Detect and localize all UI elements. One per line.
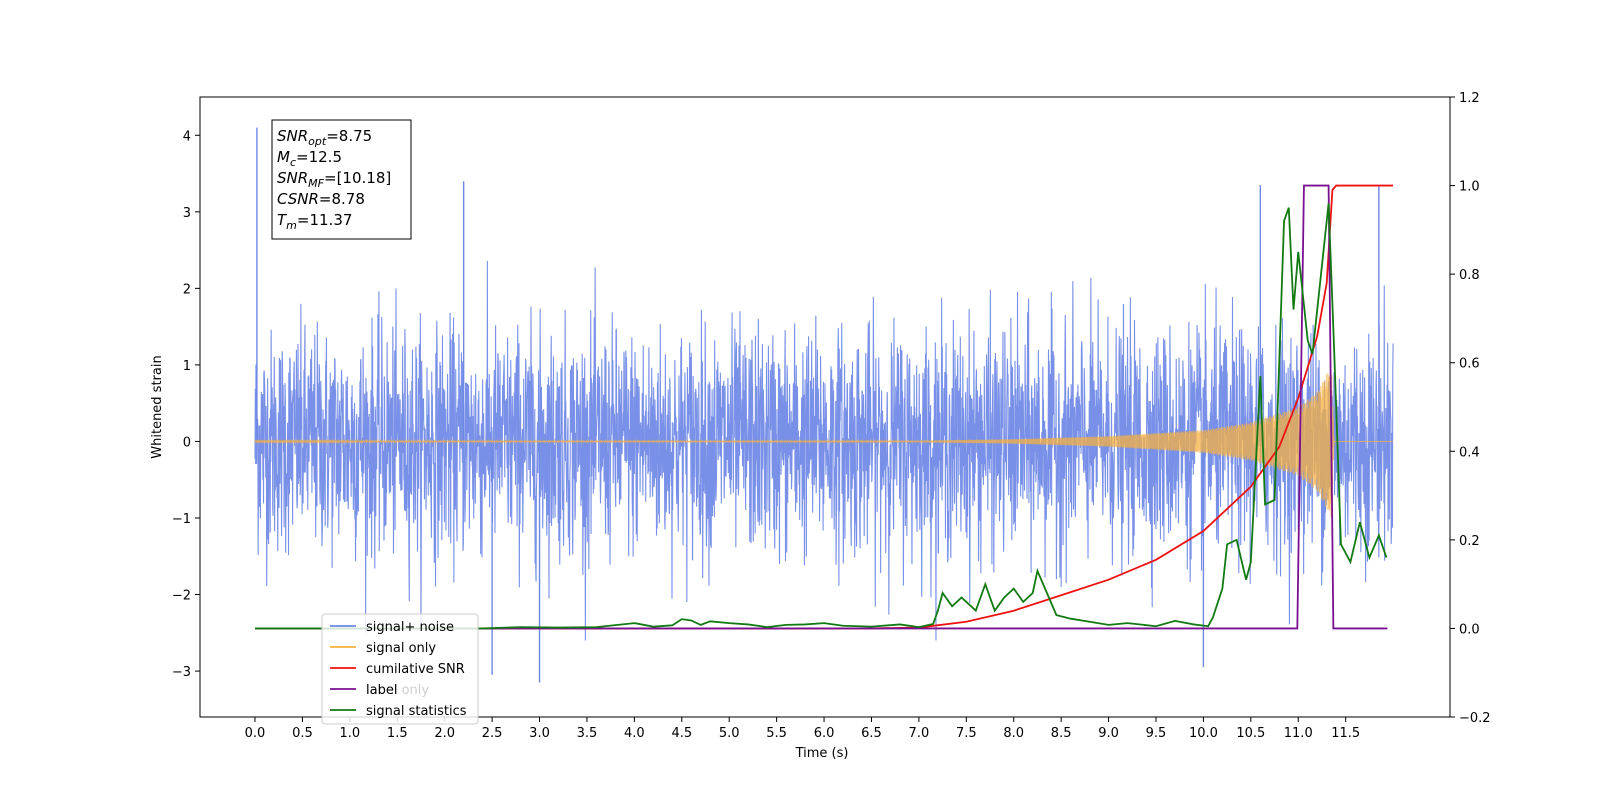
y2-tick-label: −0.2 <box>1459 711 1491 726</box>
y-axis-left: −3 −2 −1 0 1 2 3 4 <box>172 129 200 680</box>
legend-label: signal statistics <box>366 704 467 719</box>
series-signal-noise <box>254 260 1394 641</box>
y-tick-label: 3 <box>183 206 191 221</box>
info-box-line: CSNR=8.78 <box>277 190 365 208</box>
x-tick-label: 7.0 <box>909 726 930 741</box>
plot-area <box>254 127 1394 683</box>
y-tick-label: 0 <box>183 435 191 450</box>
x-tick-label: 8.0 <box>1003 726 1024 741</box>
legend-overlapped-text: label only <box>366 683 429 698</box>
legend-label: signal+ noise <box>366 620 454 635</box>
x-tick-label: 6.5 <box>861 726 882 741</box>
y2-tick-label: 0.6 <box>1459 357 1480 372</box>
info-box-line: Tm=11.37 <box>277 211 352 232</box>
y-axis-right: −0.2 0.0 0.2 0.4 0.6 0.8 1.0 1.2 <box>1450 91 1491 726</box>
y2-tick-label: 0.8 <box>1459 268 1480 283</box>
y-axis-label: Whitened strain <box>150 355 165 458</box>
x-tick-label: 9.0 <box>1098 726 1119 741</box>
y-tick-label: 2 <box>183 282 191 297</box>
legend-label: label <box>366 683 397 698</box>
series-signal-only <box>254 368 1394 518</box>
x-axis: 0.0 0.5 1.0 1.5 2.0 2.5 3.0 3.5 4.0 4.5 5.0 5.5 6.0 6… <box>245 717 1360 741</box>
y2-tick-label: 1.2 <box>1459 91 1480 106</box>
x-tick-label: 3.0 <box>529 726 550 741</box>
x-tick-label: 0.0 <box>245 726 266 741</box>
y-tick-label: 4 <box>183 129 191 144</box>
y2-tick-label: 0.2 <box>1459 534 1480 549</box>
x-tick-label: 3.5 <box>577 726 598 741</box>
legend-label: signal only <box>366 641 436 656</box>
x-tick-label: 4.0 <box>624 726 645 741</box>
x-tick-label: 6.0 <box>814 726 835 741</box>
x-tick-label: 10.0 <box>1189 726 1218 741</box>
info-box-line: SNRMF=[10.18] <box>277 169 391 190</box>
series-signal-statistics <box>255 203 1388 630</box>
x-tick-label: 2.0 <box>434 726 455 741</box>
y2-tick-label: 1.0 <box>1459 180 1480 195</box>
x-tick-label: 5.5 <box>766 726 787 741</box>
series-label <box>255 184 1388 630</box>
x-tick-label: 11.0 <box>1284 726 1313 741</box>
y-tick-label: −1 <box>172 512 191 527</box>
x-tick-label: 7.5 <box>956 726 977 741</box>
x-tick-label: 11.5 <box>1331 726 1360 741</box>
legend: label only signal+ noise signal only cumila… <box>321 613 479 725</box>
info-box: SNRopt=8.75Mc=12.5SNRMF=[10.18]CSNR=8.78… <box>271 119 412 240</box>
x-tick-label: 8.5 <box>1051 726 1072 741</box>
plot-frame <box>199 96 1451 718</box>
y2-tick-label: 0.4 <box>1459 445 1480 460</box>
info-box-line: Mc=12.5 <box>277 148 342 169</box>
x-tick-label: 2.5 <box>482 726 503 741</box>
x-axis-label: Time (s) <box>795 746 849 761</box>
x-tick-label: 4.5 <box>671 726 692 741</box>
info-box-frame <box>271 119 412 240</box>
y2-tick-label: 0.0 <box>1459 622 1480 637</box>
y-tick-label: 1 <box>183 359 191 374</box>
y-tick-label: −2 <box>172 589 191 604</box>
x-tick-label: 9.5 <box>1146 726 1167 741</box>
info-box-line: SNRopt=8.75 <box>277 127 372 148</box>
x-tick-label: 1.0 <box>340 726 361 741</box>
x-tick-label: 5.0 <box>719 726 740 741</box>
x-tick-label: 1.5 <box>387 726 408 741</box>
x-tick-label: 0.5 <box>292 726 313 741</box>
y-tick-label: −3 <box>172 665 191 680</box>
legend-label: cumilative SNR <box>366 662 465 677</box>
legend-frame <box>321 613 479 725</box>
x-tick-label: 10.5 <box>1236 726 1265 741</box>
